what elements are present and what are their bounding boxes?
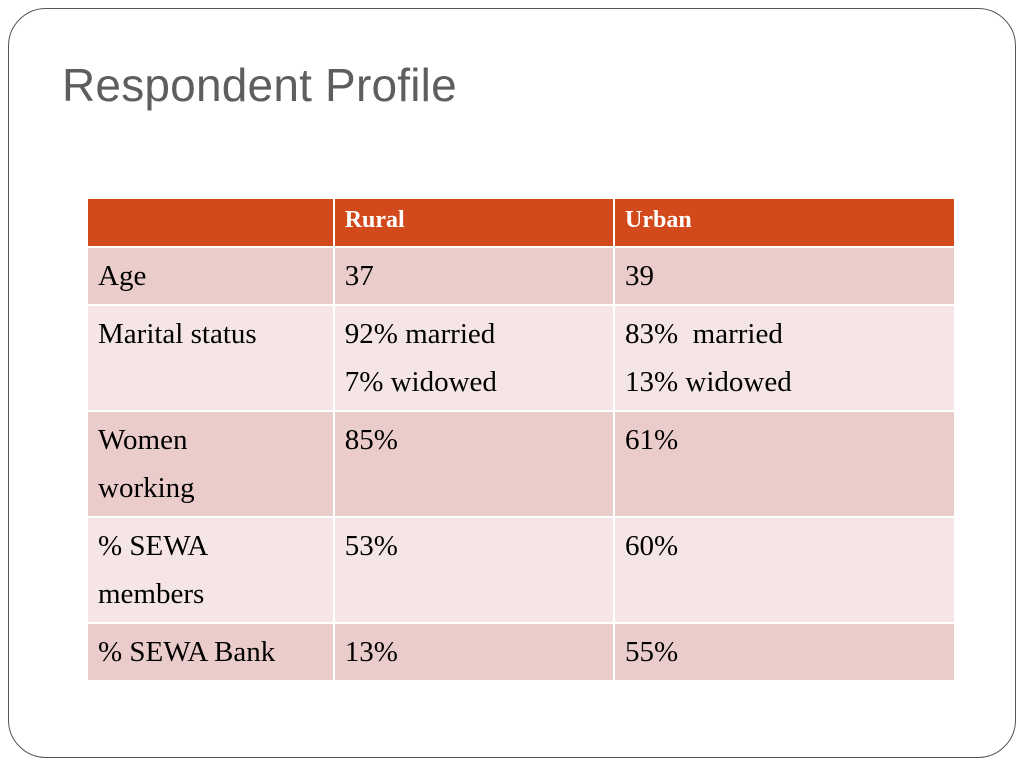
table-header-row: Rural Urban [86, 197, 957, 248]
row-label-cell: Women working [86, 410, 335, 518]
rural-value: 53% [344, 530, 398, 562]
urban-value-cell: 83% married 13% widowed [612, 304, 957, 412]
rural-value: 85% [344, 424, 398, 456]
urban-value-widowed: 13% widowed [624, 366, 792, 398]
urban-value: 60% [624, 530, 679, 562]
table-row-age: Age 37 39 [86, 246, 957, 306]
urban-value-cell: 60% [612, 516, 957, 624]
urban-value-cell: 55% [612, 622, 957, 682]
urban-value-married: 83% married [624, 318, 783, 350]
row-label-cell: Marital status [86, 304, 335, 412]
row-label-line-1: % SEWA [98, 530, 209, 562]
urban-value: 55% [624, 636, 679, 668]
rural-value-widowed: 7% widowed [344, 366, 497, 398]
table-row-marital-status: Marital status 92% married 7% widowed 83… [86, 304, 957, 412]
urban-value: 39 [624, 260, 654, 292]
header-cell-rural: Rural [332, 197, 615, 248]
urban-value-cell: 61% [612, 410, 957, 518]
rural-value-cell: 13% [332, 622, 615, 682]
rural-value-cell: 53% [332, 516, 615, 624]
row-label: % SEWA Bank [98, 636, 276, 668]
rural-value: 13% [344, 636, 398, 668]
row-label-cell: % SEWA members [86, 516, 335, 624]
slide-title: Respondent Profile [62, 59, 457, 111]
row-label: Marital status [98, 318, 257, 350]
row-label-cell: % SEWA Bank [86, 622, 335, 682]
table-row-sewa-members: % SEWA members 53% 60% [86, 516, 957, 624]
respondent-profile-table: Rural Urban Age 37 39 Marital status 92%… [86, 197, 957, 682]
urban-value: 61% [624, 424, 679, 456]
row-label-cell: Age [86, 246, 335, 306]
row-label: Age [98, 260, 147, 292]
header-cell-blank [86, 197, 335, 248]
rural-value-cell: 85% [332, 410, 615, 518]
table-row-women-working: Women working 85% 61% [86, 410, 957, 518]
table-row-sewa-bank: % SEWA Bank 13% 55% [86, 622, 957, 682]
row-label-line-2: working [98, 472, 195, 504]
urban-value-cell: 39 [612, 246, 957, 306]
rural-value-cell: 37 [332, 246, 615, 306]
rural-value-married: 92% married [344, 318, 496, 350]
rural-value: 37 [344, 260, 374, 292]
header-cell-urban: Urban [612, 197, 957, 248]
row-label-line-2: members [98, 578, 205, 610]
row-label-line-1: Women [98, 424, 188, 456]
rural-value-cell: 92% married 7% widowed [332, 304, 615, 412]
